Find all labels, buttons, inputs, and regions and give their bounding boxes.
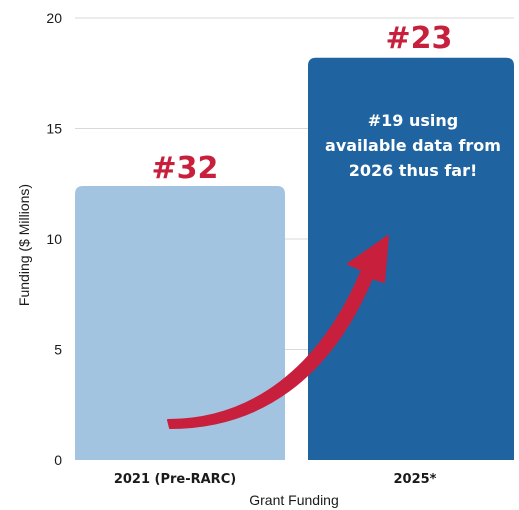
note-line-1: #19 using xyxy=(368,111,458,130)
category-label-2021: 2021 (Pre-RARC) xyxy=(114,472,236,487)
y-tick-label: 15 xyxy=(46,121,62,137)
y-tick-label: 0 xyxy=(54,452,62,468)
y-tick-label: 20 xyxy=(46,10,62,26)
x-axis-label: Grant Funding xyxy=(249,492,339,508)
growth-arrow-icon xyxy=(167,235,389,429)
bar-2021 xyxy=(75,185,285,460)
y-tick-label: 5 xyxy=(54,342,62,358)
rank-label-2021: #32 xyxy=(152,151,219,186)
note-line-2: available data from xyxy=(325,136,501,155)
y-axis-label: Funding ($ Millions) xyxy=(16,184,32,306)
bar-2025 xyxy=(308,57,514,460)
note-line-3: 2026 thus far! xyxy=(349,161,478,180)
bars xyxy=(75,57,514,460)
rank-label-2025: #23 xyxy=(386,21,453,56)
y-tick-label: 10 xyxy=(46,231,62,247)
category-label-2025: 2025* xyxy=(394,472,437,487)
bar-note: #19 using available data from 2026 thus … xyxy=(325,111,501,180)
y-tick-labels: 0 5 10 15 20 xyxy=(46,10,62,468)
